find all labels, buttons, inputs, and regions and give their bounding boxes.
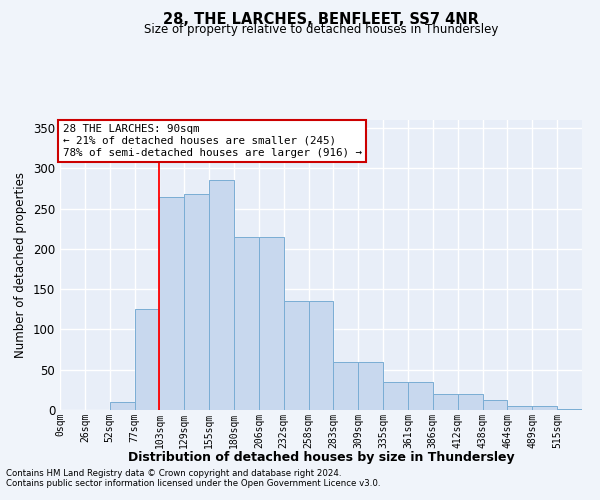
Text: Size of property relative to detached houses in Thundersley: Size of property relative to detached ho… (144, 22, 498, 36)
Bar (532, 406, 557, 410)
Bar (160, 196, 184, 410)
Text: 28 THE LARCHES: 90sqm
← 21% of detached houses are smaller (245)
78% of semi-det: 28 THE LARCHES: 90sqm ← 21% of detached … (62, 124, 362, 158)
Bar (259, 237, 284, 410)
Text: 28, THE LARCHES, BENFLEET, SS7 4NR: 28, THE LARCHES, BENFLEET, SS7 4NR (163, 12, 479, 28)
Bar (508, 406, 532, 410)
Text: Contains HM Land Registry data © Crown copyright and database right 2024.: Contains HM Land Registry data © Crown c… (6, 468, 341, 477)
Bar (482, 400, 508, 410)
Bar (209, 180, 234, 410)
Bar (557, 409, 582, 410)
Bar (383, 382, 408, 410)
Bar (308, 301, 334, 410)
Bar (284, 301, 308, 410)
Text: Distribution of detached houses by size in Thundersley: Distribution of detached houses by size … (128, 451, 514, 464)
Bar (433, 394, 458, 410)
Bar (408, 382, 433, 410)
Bar (110, 402, 134, 410)
Bar (458, 394, 482, 410)
Text: Contains public sector information licensed under the Open Government Licence v3: Contains public sector information licen… (6, 478, 380, 488)
Bar (134, 310, 160, 410)
Bar (358, 362, 383, 410)
Bar (334, 362, 358, 410)
Bar (184, 194, 209, 410)
Y-axis label: Number of detached properties: Number of detached properties (14, 172, 28, 358)
Bar (234, 237, 259, 410)
